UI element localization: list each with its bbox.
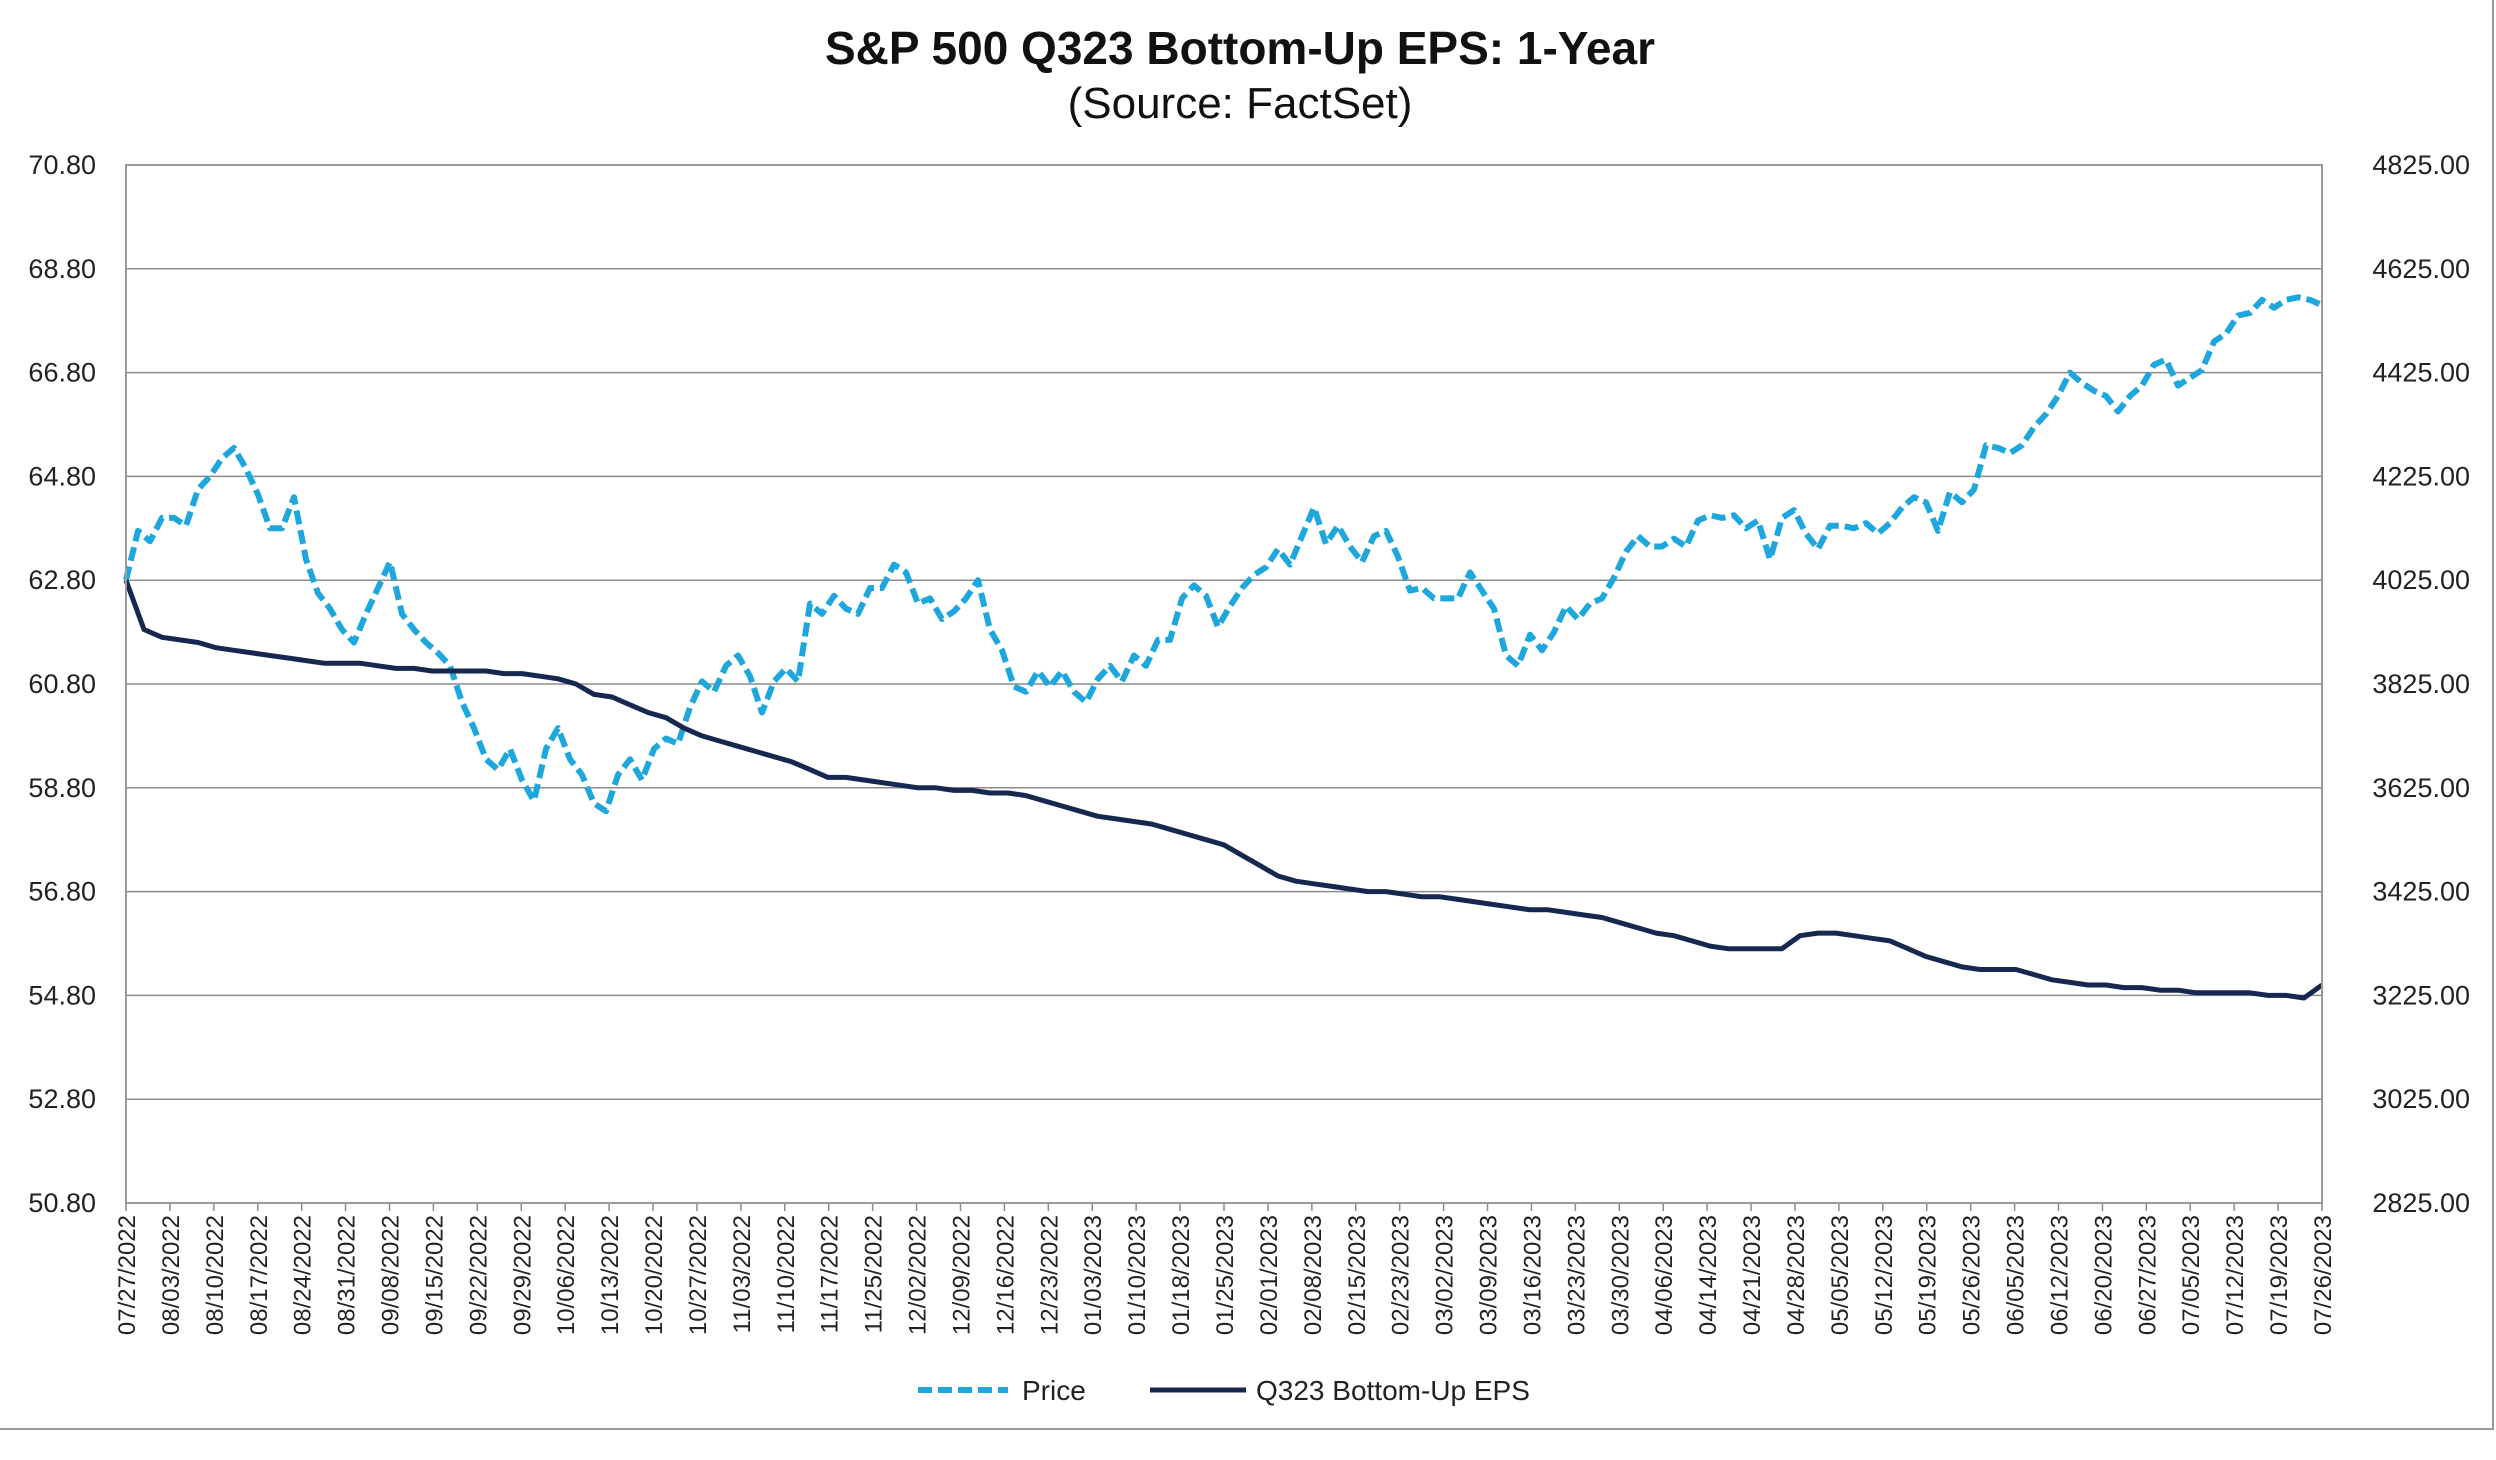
x-tick-label: 02/15/2023 xyxy=(1344,1215,1371,1335)
left-tick-label: 54.80 xyxy=(28,980,96,1010)
x-tick-label: 03/09/2023 xyxy=(1476,1215,1503,1335)
legend: Price Q323 Bottom-Up EPS xyxy=(918,1375,1530,1406)
x-tick-label: 01/03/2023 xyxy=(1080,1215,1107,1335)
x-tick-label: 12/02/2022 xyxy=(905,1215,932,1335)
right-tick-label: 4625.00 xyxy=(2372,254,2470,284)
x-tick-label: 06/20/2023 xyxy=(2090,1215,2117,1335)
x-tick-label: 09/08/2022 xyxy=(378,1215,405,1335)
x-tick-label: 02/23/2023 xyxy=(1388,1215,1415,1335)
right-tick-label: 3225.00 xyxy=(2372,980,2470,1010)
x-tick-label: 08/31/2022 xyxy=(334,1215,361,1335)
x-tick-label: 07/19/2023 xyxy=(2266,1215,2293,1335)
gridlines xyxy=(126,164,2322,1204)
x-tick-label: 08/10/2022 xyxy=(202,1215,229,1335)
right-tick-label: 3025.00 xyxy=(2372,1084,2470,1114)
series-layer xyxy=(123,294,2324,1001)
x-tick-label: 08/03/2022 xyxy=(158,1215,185,1335)
x-tick-label: 06/27/2023 xyxy=(2134,1215,2161,1335)
left-tick-label: 52.80 xyxy=(28,1084,96,1114)
right-tick-label: 4225.00 xyxy=(2372,461,2470,491)
x-tick-label: 04/06/2023 xyxy=(1651,1215,1678,1335)
left-tick-label: 68.80 xyxy=(28,254,96,284)
legend-price-label: Price xyxy=(1022,1375,1086,1406)
x-tick-label: 07/12/2023 xyxy=(2222,1215,2249,1335)
x-tick-label: 12/09/2022 xyxy=(948,1215,975,1335)
x-tick-label: 03/23/2023 xyxy=(1563,1215,1590,1335)
x-tick-label: 05/12/2023 xyxy=(1871,1215,1898,1335)
x-tick-label: 01/25/2023 xyxy=(1212,1215,1239,1335)
chart-title: S&P 500 Q323 Bottom-Up EPS: 1-Year xyxy=(825,22,1655,74)
x-tick-label: 04/14/2023 xyxy=(1695,1215,1722,1335)
x-tick-label: 12/23/2022 xyxy=(1036,1215,1063,1335)
x-tick-label: 04/28/2023 xyxy=(1783,1215,1810,1335)
left-tick-label: 64.80 xyxy=(28,461,96,491)
x-tick-label: 09/15/2022 xyxy=(421,1215,448,1335)
right-tick-label: 2825.00 xyxy=(2372,1188,2470,1218)
x-tick-label: 09/29/2022 xyxy=(509,1215,536,1335)
right-tick-label: 3425.00 xyxy=(2372,877,2470,907)
x-tick-label: 01/18/2023 xyxy=(1168,1215,1195,1335)
x-tick-label: 05/19/2023 xyxy=(1915,1215,1942,1335)
left-tick-label: 60.80 xyxy=(28,669,96,699)
left-tick-label: 58.80 xyxy=(28,773,96,803)
chart-frame: S&P 500 Q323 Bottom-Up EPS: 1-Year (Sour… xyxy=(0,0,2494,1430)
eps-line xyxy=(123,579,2324,1001)
x-tick-label: 07/05/2023 xyxy=(2178,1215,2205,1335)
left-tick-label: 66.80 xyxy=(28,358,96,388)
x-tick-label: 10/27/2022 xyxy=(685,1215,712,1335)
x-tick-label: 07/27/2022 xyxy=(114,1215,141,1335)
right-axis-ticks: 2825.00 3025.00 3225.00 3425.00 3625.00 3825.… xyxy=(2372,150,2470,1218)
right-tick-label: 4425.00 xyxy=(2372,358,2470,388)
chart-subtitle: (Source: FactSet) xyxy=(1068,79,1413,128)
left-tick-label: 70.80 xyxy=(28,150,96,180)
legend-eps-label: Q323 Bottom-Up EPS xyxy=(1256,1375,1530,1406)
right-tick-label: 4825.00 xyxy=(2372,150,2470,180)
x-tick-label: 10/13/2022 xyxy=(597,1215,624,1335)
x-tick-label: 11/03/2022 xyxy=(729,1215,756,1333)
x-tick-label: 11/17/2022 xyxy=(817,1215,844,1333)
x-tick-label: 03/16/2023 xyxy=(1519,1215,1546,1335)
x-tick-label: 10/06/2022 xyxy=(553,1215,580,1335)
x-tick-label: 03/30/2023 xyxy=(1607,1215,1634,1335)
x-tick-label: 11/25/2022 xyxy=(861,1215,888,1333)
x-tick-label: 10/20/2022 xyxy=(641,1215,668,1335)
x-tick-label: 02/08/2023 xyxy=(1300,1215,1327,1335)
price-line xyxy=(123,294,2324,815)
x-tick-label: 01/10/2023 xyxy=(1124,1215,1151,1335)
x-tick-label: 05/26/2023 xyxy=(1959,1215,1986,1335)
left-axis-ticks: 50.80 52.80 54.80 56.80 58.80 60.80 62.80 64.80… xyxy=(28,150,96,1218)
left-tick-label: 50.80 xyxy=(28,1188,96,1218)
x-tick-label: 09/22/2022 xyxy=(465,1215,492,1335)
x-tick-label: 06/05/2023 xyxy=(2003,1215,2030,1335)
x-tick-label: 03/02/2023 xyxy=(1432,1215,1459,1335)
x-tick-label: 08/17/2022 xyxy=(246,1215,273,1335)
right-tick-label: 3825.00 xyxy=(2372,669,2470,699)
x-tick-label: 11/10/2022 xyxy=(773,1215,800,1333)
right-tick-label: 4025.00 xyxy=(2372,565,2470,595)
x-axis-ticks: 07/27/2022 08/03/2022 08/10/2022 08/17/2022… xyxy=(114,1203,2337,1335)
left-tick-label: 62.80 xyxy=(28,565,96,595)
right-tick-label: 3625.00 xyxy=(2372,773,2470,803)
plot-area-border xyxy=(125,164,2323,1204)
x-tick-label: 08/24/2022 xyxy=(290,1215,317,1335)
left-tick-label: 56.80 xyxy=(28,877,96,907)
x-tick-label: 04/21/2023 xyxy=(1739,1215,1766,1335)
x-tick-label: 02/01/2023 xyxy=(1256,1215,1283,1335)
x-tick-label: 05/05/2023 xyxy=(1827,1215,1854,1335)
x-tick-label: 06/12/2023 xyxy=(2046,1215,2073,1335)
x-tick-label: 07/26/2023 xyxy=(2310,1215,2337,1335)
x-tick-label: 12/16/2022 xyxy=(992,1215,1019,1335)
